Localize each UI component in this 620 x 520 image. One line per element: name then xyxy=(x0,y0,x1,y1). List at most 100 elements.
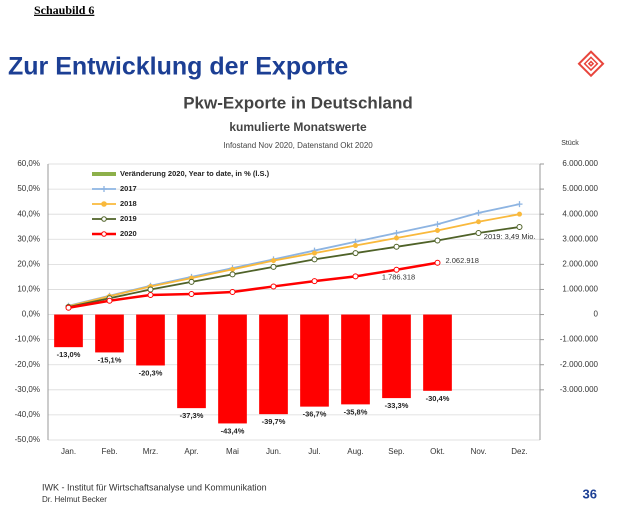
point-marker xyxy=(435,227,440,233)
bar xyxy=(382,314,411,399)
bar-value-label: -30,4% xyxy=(426,394,450,403)
point-marker xyxy=(434,259,441,266)
y-tick-label: -20,0% xyxy=(15,360,40,369)
bar xyxy=(177,314,206,409)
x-tick-label: Sep. xyxy=(388,447,404,456)
bar-value-label: -35,8% xyxy=(344,407,368,416)
line-value-label: 2.062.918 xyxy=(446,256,479,265)
x-tick-label: Jul. xyxy=(308,447,320,456)
y-tick-label: 30,0% xyxy=(17,234,40,243)
y-tick-label: -50,0% xyxy=(15,435,40,444)
point-marker xyxy=(393,243,400,250)
line xyxy=(68,213,520,308)
bar-value-label: -43,4% xyxy=(221,426,245,435)
bar xyxy=(341,314,370,405)
y-tick-label: 20,0% xyxy=(17,259,40,268)
legend-label: 2019 xyxy=(120,214,137,223)
y-tick-label: 50,0% xyxy=(17,184,40,193)
bar xyxy=(54,314,83,348)
chart-title: Pkw-Exporte in Deutschland xyxy=(183,93,413,112)
point-marker xyxy=(475,230,482,236)
bar-value-label: -36,7% xyxy=(303,410,327,419)
bar xyxy=(218,314,247,424)
point-marker xyxy=(476,219,481,225)
legend-label: 2017 xyxy=(120,184,137,193)
point-marker xyxy=(271,258,276,264)
point-marker xyxy=(353,243,358,249)
bar xyxy=(259,314,288,415)
bar-value-label: -13,0% xyxy=(57,350,81,359)
point-marker xyxy=(270,263,277,270)
page-number: 36 xyxy=(583,486,597,501)
y2-tick-label: 0 xyxy=(594,310,599,319)
legend-label: 2018 xyxy=(120,199,137,208)
bar-value-label: -20,3% xyxy=(139,368,163,377)
y-tick-label: -10,0% xyxy=(15,335,40,344)
x-tick-label: Apr. xyxy=(184,447,198,456)
y2-tick-label: 5.000.000 xyxy=(562,184,598,193)
line xyxy=(68,261,438,310)
bar xyxy=(136,314,165,366)
point-marker xyxy=(352,273,359,280)
y2-tick-label: -1.000.000 xyxy=(560,335,599,344)
y-tick-label: 40,0% xyxy=(17,209,40,218)
point-marker xyxy=(106,297,113,304)
y-tick-label: -40,0% xyxy=(15,410,40,419)
point-marker xyxy=(188,278,195,285)
point-marker xyxy=(230,266,235,272)
y2-tick-label: -3.000.000 xyxy=(560,385,599,394)
point-marker xyxy=(147,291,154,298)
point-marker xyxy=(311,256,318,263)
point-marker xyxy=(516,201,523,208)
bar-value-label: -33,3% xyxy=(385,401,409,410)
legend-marker xyxy=(101,231,107,237)
legend-label: Veränderung 2020, Year to date, in % (l.… xyxy=(120,169,270,178)
y2-tick-label: 1.000.000 xyxy=(562,285,598,294)
point-marker xyxy=(516,223,523,230)
point-marker xyxy=(229,288,236,295)
footer-institute: IWK - Institut für Wirtschaftsanalyse un… xyxy=(42,482,267,492)
point-marker xyxy=(393,230,400,236)
line-value-label: 2019: 3,49 Mio. xyxy=(484,232,536,241)
x-tick-label: Mai xyxy=(226,447,239,456)
legend-marker xyxy=(101,201,107,207)
point-marker xyxy=(517,211,522,217)
point-marker xyxy=(311,278,318,285)
bar-value-label: -15,1% xyxy=(98,355,122,364)
y2-axis-label: Stück xyxy=(561,140,579,147)
point-marker xyxy=(65,304,72,311)
footer-author: Dr. Helmut Becker xyxy=(42,495,107,504)
x-tick-label: Jan. xyxy=(61,447,76,456)
x-tick-label: Aug. xyxy=(347,447,363,456)
line-value-label: 1.786.318 xyxy=(382,273,415,282)
figure-label: Schaubild 6 xyxy=(34,3,94,17)
point-marker xyxy=(147,286,154,293)
x-tick-label: Mrz. xyxy=(143,447,159,456)
y-tick-label: 10,0% xyxy=(17,285,40,294)
point-marker xyxy=(394,235,399,241)
y-tick-label: -30,0% xyxy=(15,385,40,394)
point-marker xyxy=(434,221,441,228)
chart-note: Infostand Nov 2020, Datenstand Okt 2020 xyxy=(223,141,373,150)
x-tick-label: Dez. xyxy=(511,447,527,456)
legend-marker xyxy=(101,186,107,192)
slide-title: Zur Entwicklung der Exporte xyxy=(8,53,348,81)
x-tick-label: Feb. xyxy=(101,447,117,456)
point-marker xyxy=(270,283,277,290)
x-tick-label: Jun. xyxy=(266,447,281,456)
point-marker xyxy=(312,250,317,256)
bar xyxy=(300,314,329,407)
legend-label: 2020 xyxy=(120,229,137,238)
bar xyxy=(423,314,452,391)
point-marker xyxy=(188,290,195,297)
line xyxy=(68,226,520,308)
x-tick-label: Nov. xyxy=(471,447,487,456)
logo xyxy=(577,50,605,78)
point-marker xyxy=(475,209,482,216)
point-marker xyxy=(393,266,400,273)
point-marker xyxy=(229,271,236,278)
bar xyxy=(95,314,124,353)
bar-value-label: -37,3% xyxy=(180,411,204,420)
y2-tick-label: 6.000.000 xyxy=(562,159,598,168)
